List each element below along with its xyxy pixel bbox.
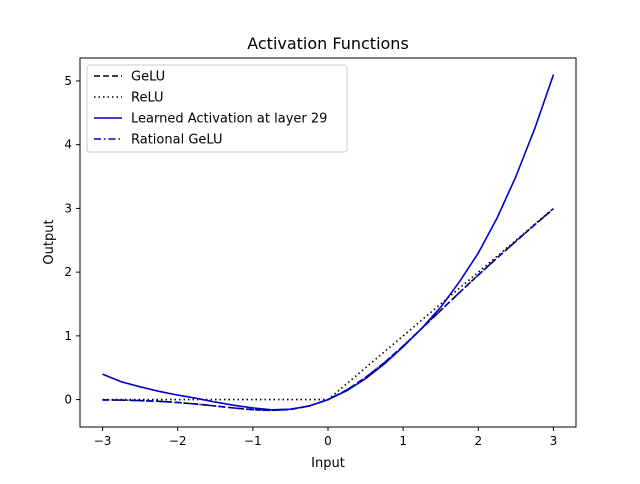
y-tick-label: 4	[64, 138, 72, 152]
y-tick-label: 3	[64, 201, 72, 215]
x-tick-label: −1	[244, 434, 262, 448]
x-tick-label: −3	[94, 434, 112, 448]
y-tick-label: 5	[64, 74, 72, 88]
series-line-2	[102, 74, 555, 411]
chart-title: Activation Functions	[247, 34, 409, 53]
x-axis-ticks: −3 −2 −1 0 1 2 3	[94, 427, 558, 448]
y-tick-label: 0	[64, 393, 72, 407]
series-lines	[102, 74, 555, 412]
y-axis-ticks: 0 1 2 3 4 5	[64, 74, 80, 407]
series-line-1	[102, 207, 555, 401]
legend-label-1: ReLU	[131, 91, 164, 106]
x-tick-label: 0	[324, 434, 332, 448]
legend-label-3: Rational GeLU	[131, 133, 223, 148]
y-axis-label: Output	[42, 219, 57, 264]
legend-box	[86, 64, 348, 153]
x-tick-label: −2	[169, 434, 187, 448]
legend-label-2: Learned Activation at layer 29	[131, 112, 327, 127]
legend-label-0: GeLU	[131, 70, 165, 85]
x-tick-label: 3	[550, 434, 558, 448]
y-tick-label: 2	[64, 265, 72, 279]
y-tick-label: 1	[64, 329, 72, 343]
x-tick-label: 1	[399, 434, 407, 448]
x-axis-label: Input	[311, 456, 345, 471]
legend: GeLU ReLU Learned Activation at layer 29 Ra…	[86, 64, 348, 153]
x-tick-label: 2	[474, 434, 482, 448]
series-line-3	[102, 208, 555, 412]
